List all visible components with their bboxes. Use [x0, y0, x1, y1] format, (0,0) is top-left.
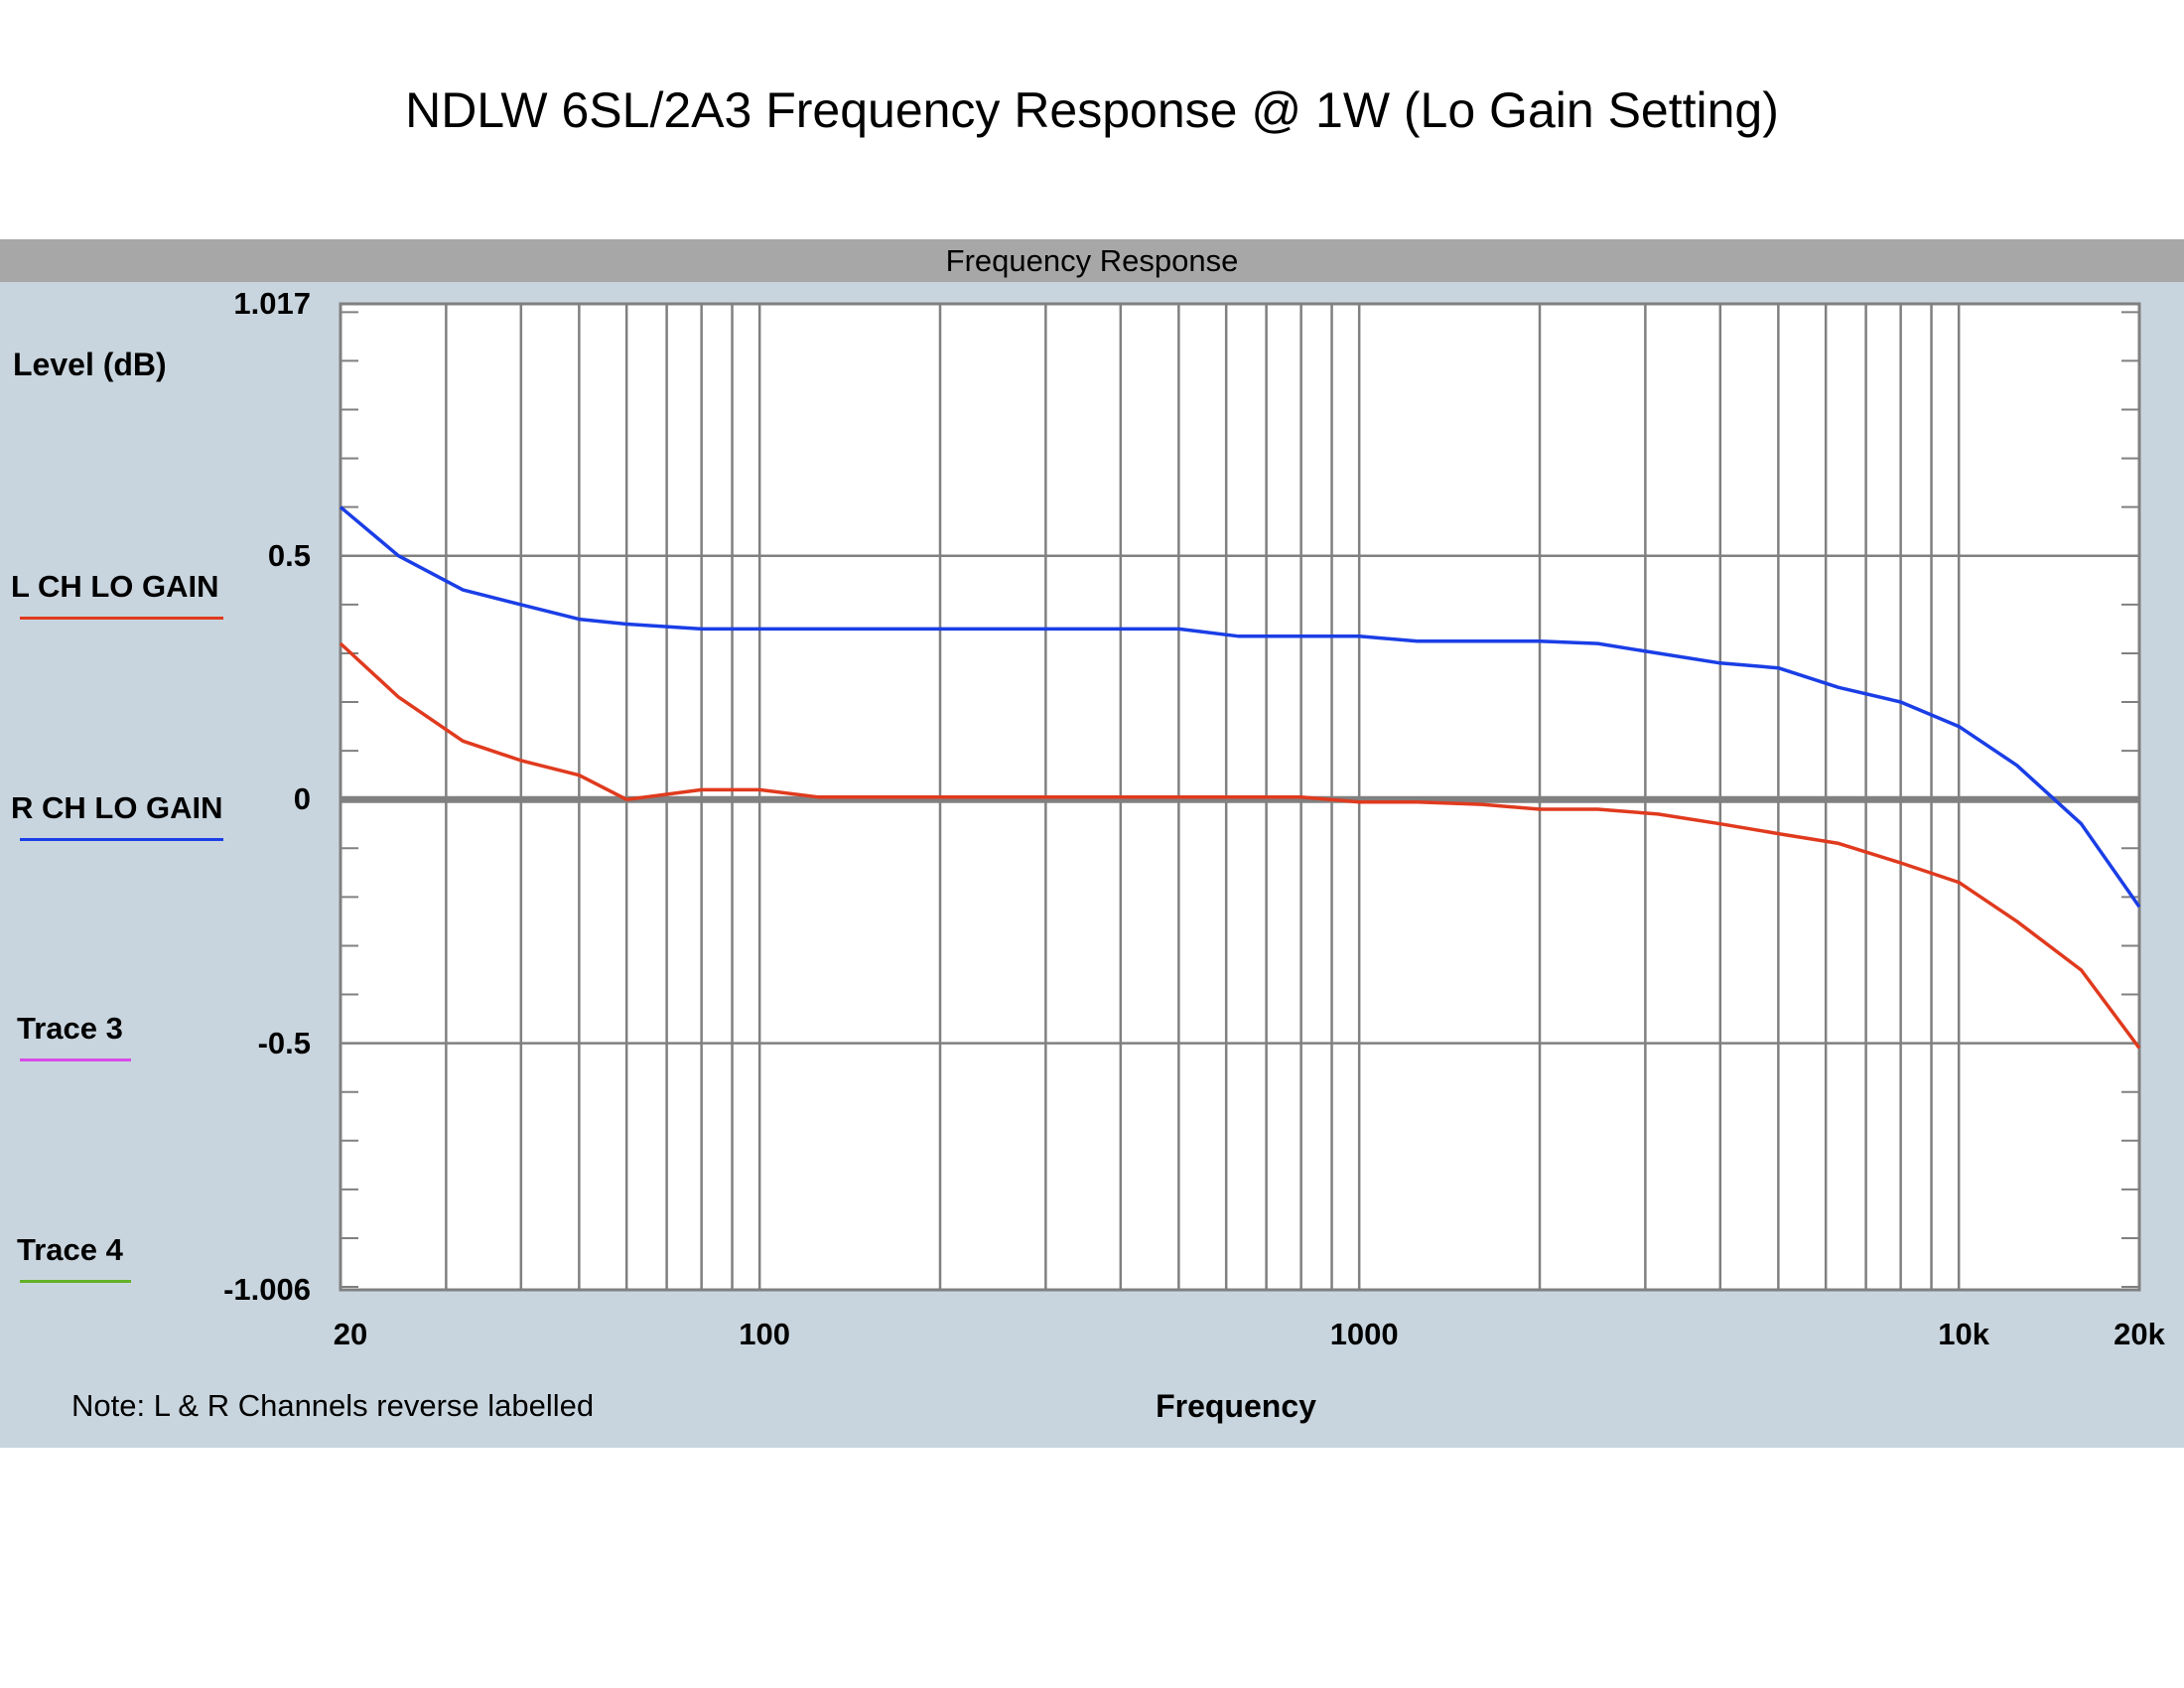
x-tick-label: 20k	[2114, 1317, 2165, 1351]
y-axis-label: Level (dB)	[13, 347, 167, 382]
legend-label-3: Trace 3	[17, 1011, 123, 1046]
y-tick-label: 0	[293, 781, 311, 817]
series-line-1	[339, 641, 2141, 1050]
legend-swatch-3	[20, 1058, 131, 1061]
chart-plot	[339, 302, 2141, 1292]
x-tick-label: 1000	[1329, 1317, 1399, 1351]
y-tick-label: -1.006	[223, 1272, 311, 1307]
chart-panel: Frequency Response Level (dB) L CH LO GA…	[0, 239, 2184, 1448]
page-title: NDLW 6SL/2A3 Frequency Response @ 1W (Lo…	[405, 82, 1779, 138]
x-tick-label: 20	[333, 1317, 368, 1351]
legend-label-2: R CH LO GAIN	[11, 790, 223, 825]
legend-label-1: L CH LO GAIN	[11, 569, 219, 604]
chart-panel-header: Frequency Response	[0, 239, 2184, 282]
x-tick-label: 10k	[1938, 1317, 1990, 1351]
y-tick-label: 0.5	[267, 537, 311, 573]
legend-label-4: Trace 4	[17, 1232, 123, 1267]
y-tick-label: 1.017	[233, 286, 311, 321]
note-text: Note: L & R Channels reverse labelled	[71, 1388, 595, 1423]
x-tick-label: 100	[739, 1317, 791, 1351]
series-line-2	[339, 505, 2141, 909]
x-axis-label: Frequency	[1156, 1388, 1316, 1424]
legend-swatch-2	[20, 838, 223, 841]
legend-swatch-1	[20, 617, 223, 620]
y-tick-label: -0.5	[257, 1025, 311, 1060]
legend-swatch-4	[20, 1280, 131, 1283]
